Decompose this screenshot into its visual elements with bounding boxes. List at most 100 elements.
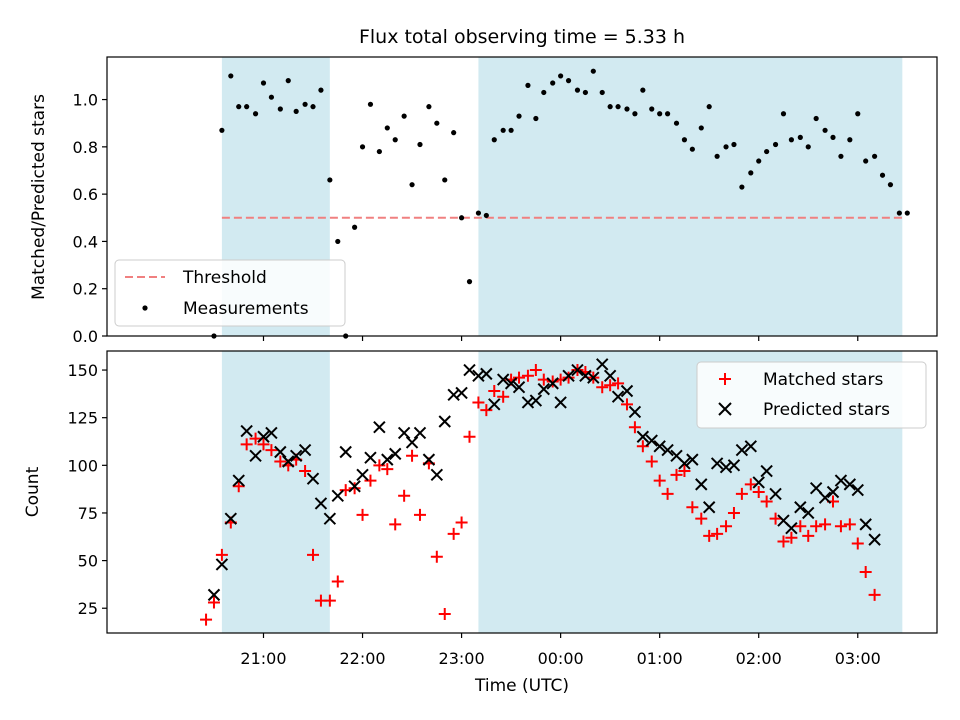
predicted-star-point (232, 474, 245, 487)
predicted-star-point (744, 440, 758, 453)
matched-star-point (735, 487, 748, 500)
matched-star-point (274, 455, 287, 468)
matched-star-point (703, 529, 716, 542)
measurement-point (268, 94, 275, 100)
predicted-star-point (430, 468, 444, 482)
x-tick-label: 02:00 (736, 649, 782, 668)
predicted-star-point (727, 459, 741, 472)
measurement-point (582, 89, 588, 96)
top-shaded-intervals (221, 57, 903, 336)
measurement-point (228, 73, 234, 79)
matched-star-point (215, 548, 228, 561)
matched-star-point (851, 537, 864, 550)
measurement-point (748, 170, 754, 176)
predicted-star-point (356, 468, 369, 482)
predicted-star-point (364, 451, 377, 464)
predicted-star-point (249, 449, 262, 463)
predicted-star-point (488, 398, 501, 411)
measurement-point (426, 104, 432, 110)
matched-star-point (513, 371, 526, 384)
matched-star-point (472, 396, 485, 409)
matched-star-point (794, 520, 807, 533)
x-tick-label: 01:00 (637, 649, 683, 668)
matched-star-point (447, 527, 460, 540)
bottom-y-tick-label: 25 (78, 599, 98, 618)
predicted-star-point (438, 415, 451, 428)
matched-star-point (257, 438, 270, 451)
predicted-stars-points (207, 359, 881, 602)
top-axes-frame (106, 56, 938, 337)
measurement-point (756, 158, 762, 164)
measurement-point (442, 177, 448, 183)
matched-star-point (686, 501, 699, 514)
matched-star-point (546, 375, 559, 388)
predicted-star-point (620, 384, 634, 398)
measurement-point (847, 137, 853, 143)
matched-star-point (240, 438, 253, 451)
predicted-star-point (289, 449, 303, 463)
matched-stars-points (200, 364, 881, 626)
measurement-point (896, 210, 902, 216)
measurement-point (500, 127, 506, 133)
matched-star-point (438, 607, 451, 620)
matched-star-point (373, 459, 386, 472)
measurement-point (822, 127, 828, 133)
matched-star-point (398, 489, 411, 502)
predicted-star-point (529, 394, 543, 407)
measurement-point (813, 115, 819, 122)
predicted-star-point (413, 426, 427, 440)
predicted-star-point (678, 457, 691, 470)
measurement-point (599, 89, 605, 96)
measurement-point (310, 104, 316, 110)
predicted-star-point (554, 396, 567, 409)
measurement-point (434, 120, 440, 126)
predicted-star-point (645, 434, 658, 447)
bottom-y-tick-label: 125 (67, 409, 98, 428)
predicted-star-point (224, 512, 238, 525)
predicted-star-point (257, 430, 270, 443)
predicted-star-point (207, 588, 221, 602)
matched-star-point (463, 430, 476, 443)
predicted-star-point (859, 518, 872, 531)
top-legend: Threshold Measurements (114, 259, 346, 327)
measurement-point (550, 80, 556, 86)
predicted-star-point (496, 373, 510, 386)
predicted-star-point (215, 558, 229, 571)
measurement-point (607, 104, 613, 110)
chart-title: Flux total observing time = 5.33 h (359, 26, 685, 48)
matched-legend-swatch (719, 373, 731, 385)
measurement-point (872, 153, 878, 159)
matched-star-point (785, 531, 798, 544)
predicted-star-point (636, 430, 650, 443)
matched-star-point (207, 596, 220, 609)
matched-star-point (810, 520, 823, 533)
measurement-point (887, 182, 894, 188)
measurement-point (649, 106, 655, 112)
measurement-point (302, 101, 308, 107)
matched-star-point (612, 377, 625, 390)
bottom-y-ticks: 25 50 75 100 125 150 (67, 361, 107, 618)
matched-star-point (232, 480, 245, 493)
bottom-x-ticks: 21:00 22:00 23:00 00:00 01:00 02:00 03:00 (240, 633, 881, 668)
matched-star-point (711, 527, 724, 540)
predicted-star-point (695, 478, 708, 491)
top-y-tick-label: 0.2 (73, 280, 98, 299)
matched-star-point (620, 398, 633, 411)
measurement-point (723, 144, 729, 150)
measurement-point (780, 111, 787, 117)
measurement-point (525, 82, 531, 88)
measurement-point (565, 78, 572, 84)
predicted-star-point (702, 501, 716, 514)
measurement-point (632, 111, 638, 117)
matched-star-point (562, 371, 575, 384)
measurement-point (805, 144, 811, 150)
matched-star-point (769, 512, 782, 525)
measurement-point (838, 153, 844, 159)
matched-star-point (413, 508, 426, 521)
measurement-point (392, 137, 398, 143)
matched-star-point (307, 548, 320, 561)
measurement-point (327, 177, 333, 183)
predicted-star-point (405, 436, 419, 449)
measurement-point (359, 144, 366, 150)
